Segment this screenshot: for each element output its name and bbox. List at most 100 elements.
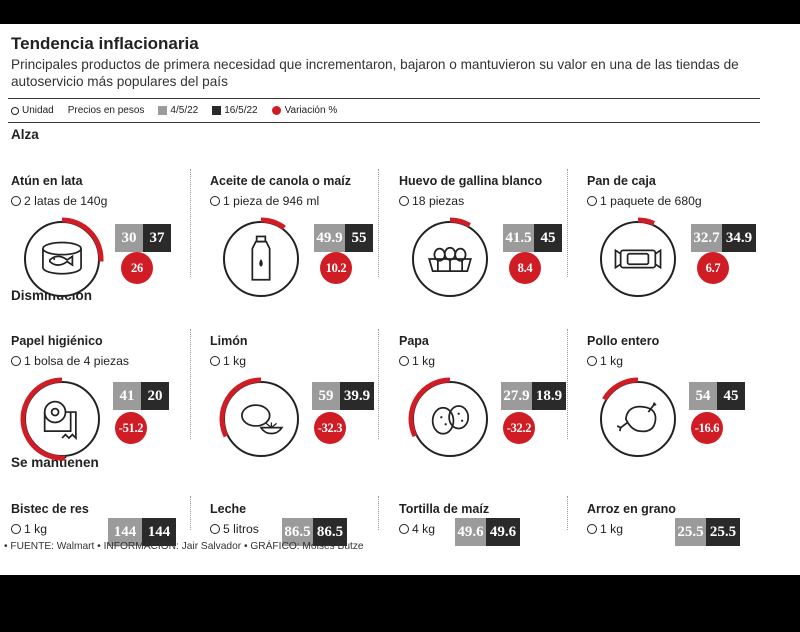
unit-text: 1 bolsa de 4 piezas <box>24 354 130 368</box>
price-before: 30 <box>115 224 143 252</box>
variation-label: -51.2 <box>115 412 147 444</box>
product-unit: 1 kg <box>587 354 623 368</box>
column-divider <box>567 329 568 439</box>
price-after: 25.5 <box>706 518 740 546</box>
column-divider <box>567 496 568 530</box>
price-box: 41.5 45 <box>503 224 562 252</box>
price-box: 30 37 <box>115 224 171 252</box>
price-before: 86.5 <box>282 518 313 546</box>
unit-ring-icon <box>399 196 409 206</box>
unit-text: 1 pieza de 946 ml <box>223 194 320 208</box>
price-box: 49.9 55 <box>314 224 373 252</box>
unit-text: 1 kg <box>24 522 48 536</box>
variation-label: -32.3 <box>314 412 346 444</box>
unit-text: 18 piezas <box>412 194 465 208</box>
unit-text: 1 paquete de 680g <box>600 194 702 208</box>
price-before: 32.7 <box>691 224 722 252</box>
product-papa: Papa 1 kg -32.2 27.9 18.9 <box>399 334 579 464</box>
legend-variation-label: Variación % <box>284 105 338 116</box>
source-credits: • FUENTE: Walmart • INFORMACIÓN: Jair Sa… <box>4 541 364 552</box>
unit-ring-icon <box>11 524 21 534</box>
price-after: 55 <box>345 224 373 252</box>
product-name: Pan de caja <box>587 174 656 188</box>
product-unit: 18 piezas <box>399 194 464 208</box>
variation-gauge <box>24 217 104 297</box>
variation-arc <box>449 217 471 228</box>
unit-ring-icon <box>399 524 409 534</box>
unit-ring-icon <box>210 356 220 366</box>
unit-text: 1 kg <box>600 354 624 368</box>
unit-ring-icon <box>11 356 21 366</box>
product-unit: 1 pieza de 946 ml <box>210 194 319 208</box>
product-bistec-de-res: Bistec de res 1 kg 144 144 <box>11 502 191 632</box>
legend: Unidad Precios en pesos 4/5/22 16/5/22 V… <box>11 105 351 116</box>
column-divider <box>378 329 379 439</box>
variation-label: 10.2 <box>320 252 352 284</box>
product-name: Papa <box>399 334 429 348</box>
product-tortilla-de-maiz: Tortilla de maíz 4 kg 49.6 49.6 <box>399 502 579 632</box>
unit-text: 1 kg <box>600 522 624 536</box>
price-after: 18.9 <box>532 382 566 410</box>
price-after: 34.9 <box>722 224 756 252</box>
product-name: Papel higiénico <box>11 334 103 348</box>
variation-arc <box>260 217 286 230</box>
page-subtitle: Principales productos de primera necesid… <box>11 57 739 89</box>
price-box: 54 45 <box>689 382 745 410</box>
product-papel-higienico: Papel higiénico 1 bolsa de 4 piezas -51.2 4… <box>11 334 191 464</box>
product-atun-en-lata: Atún en lata 2 latas de 140g 26 30 37 <box>11 174 191 304</box>
unit-text: 1 kg <box>223 354 247 368</box>
red-dot-icon <box>271 106 281 115</box>
legend-date2-label: 16/5/22 <box>224 105 258 116</box>
product-name: Limón <box>210 334 248 348</box>
product-huevo-de-gallina-blanco: Huevo de gallina blanco 18 piezas 8.4 41.5 4… <box>399 174 579 304</box>
unit-ring-icon <box>587 196 597 206</box>
legend-date2: 16/5/22 <box>212 105 258 116</box>
product-leche: Leche 5 litros 86.5 86.5 <box>210 502 390 632</box>
price-before: 25.5 <box>675 518 706 546</box>
price-after: 144 <box>142 518 176 546</box>
section-mantienen: Se mantienen <box>11 455 99 470</box>
legend-prices: Precios en pesos <box>68 105 145 116</box>
price-before: 41.5 <box>503 224 534 252</box>
product-pan-de-caja: Pan de caja 1 paquete de 680g 6.7 32.7 34.9 <box>587 174 767 304</box>
price-before: 144 <box>108 518 142 546</box>
product-unit: 1 paquete de 680g <box>587 194 702 208</box>
page-title: Tendencia inflacionaria <box>11 34 199 53</box>
legend-unit: Unidad <box>11 105 54 116</box>
price-box: 25.5 25.5 <box>675 518 740 546</box>
price-box: 86.5 86.5 <box>282 518 347 546</box>
unit-ring-icon <box>11 106 19 115</box>
price-box: 41 20 <box>113 382 169 410</box>
price-before: 49.9 <box>314 224 345 252</box>
product-unit: 1 kg <box>11 522 47 536</box>
unit-ring-icon <box>11 196 21 206</box>
unit-ring-icon <box>210 196 220 206</box>
unit-ring-icon <box>587 356 597 366</box>
variation-arc <box>219 377 262 438</box>
infographic: Tendencia inflacionaria Principales prod… <box>0 24 800 575</box>
unit-text: 4 kg <box>412 522 436 536</box>
product-unit: 1 kg <box>210 354 246 368</box>
price-after: 86.5 <box>313 518 347 546</box>
price-before: 27.9 <box>501 382 532 410</box>
product-name: Atún en lata <box>11 174 83 188</box>
price-before: 54 <box>689 382 717 410</box>
price-after: 45 <box>534 224 562 252</box>
variation-arc <box>637 217 655 226</box>
unit-ring-icon <box>587 524 597 534</box>
unit-text: 2 latas de 140g <box>24 194 108 208</box>
price-after: 39.9 <box>340 382 374 410</box>
unit-ring-icon <box>210 524 220 534</box>
variation-arc <box>602 377 639 401</box>
product-unit: 1 kg <box>399 354 435 368</box>
legend-variation: Variación % <box>271 105 338 116</box>
product-name: Huevo de gallina blanco <box>399 174 543 188</box>
product-aceite-de-canola-o-maiz: Aceite de canola o maíz 1 pieza de 946 ml… <box>210 174 390 304</box>
price-after: 49.6 <box>486 518 520 546</box>
price-box: 32.7 34.9 <box>691 224 756 252</box>
variation-gauge <box>408 377 488 457</box>
product-pollo-entero: Pollo entero 1 kg -16.6 54 45 <box>587 334 767 464</box>
variation-label: 8.4 <box>509 252 541 284</box>
variation-label: -32.2 <box>503 412 535 444</box>
dark-square-icon <box>212 106 222 115</box>
